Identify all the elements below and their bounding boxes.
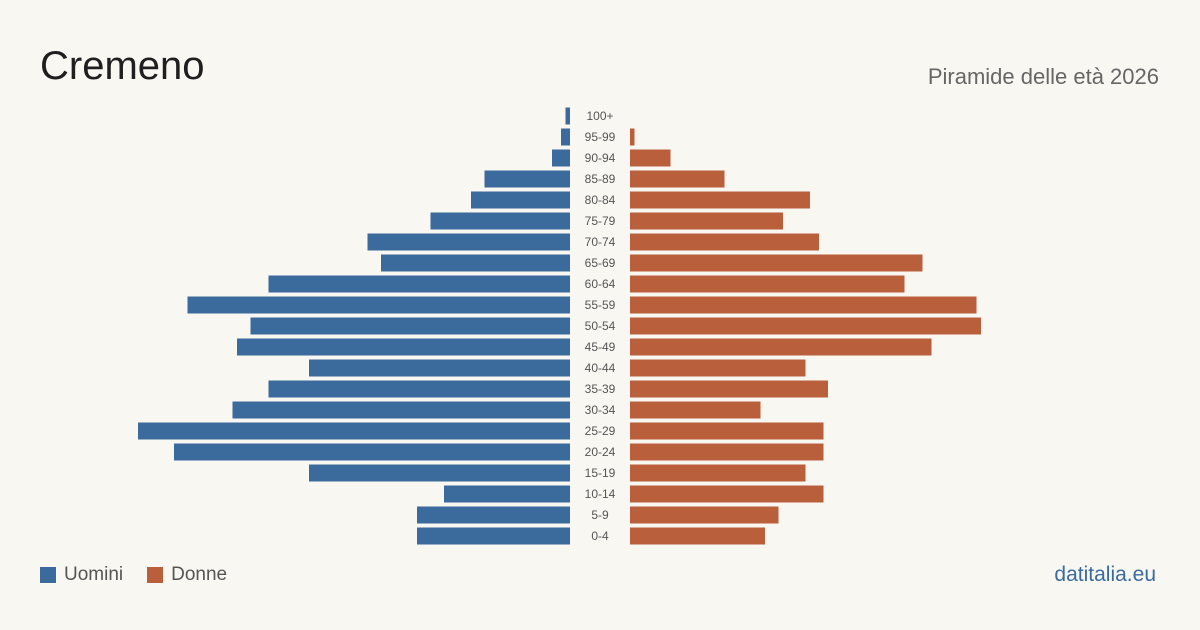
bar-men-20-24 xyxy=(174,443,570,461)
bar-men-60-64 xyxy=(268,275,570,293)
bar-men-45-49 xyxy=(237,338,570,356)
age-tick-label: 90-94 xyxy=(585,151,616,165)
bar-men-80-84 xyxy=(471,191,570,209)
bar-men-10-14 xyxy=(444,485,570,503)
bar-women-35-39 xyxy=(630,380,828,398)
age-tick-label: 50-54 xyxy=(585,319,616,333)
legend-label-men: Uomini xyxy=(64,564,124,585)
bar-women-40-44 xyxy=(630,359,806,377)
age-tick-label: 95-99 xyxy=(585,130,616,144)
bar-men-35-39 xyxy=(268,380,570,398)
bar-women-60-64 xyxy=(630,275,905,293)
bar-women-55-59 xyxy=(630,296,977,314)
age-tick-label: 55-59 xyxy=(585,298,616,312)
bar-women-95-99 xyxy=(630,128,635,146)
bar-men-100+ xyxy=(565,107,570,125)
age-tick-label: 60-64 xyxy=(585,277,616,291)
bar-men-90-94 xyxy=(552,149,570,167)
age-tick-label: 65-69 xyxy=(585,256,616,270)
age-tick-label: 80-84 xyxy=(585,193,616,207)
bar-men-40-44 xyxy=(309,359,570,377)
bar-men-65-69 xyxy=(381,254,570,272)
bar-men-85-89 xyxy=(484,170,570,188)
chart-subtitle: Piramide delle età 2026 xyxy=(927,64,1159,89)
age-tick-label: 20-24 xyxy=(585,445,616,459)
legend-item-women: Donne xyxy=(147,564,227,586)
bar-men-25-29 xyxy=(138,422,570,440)
brand-link[interactable]: datitalia.eu xyxy=(1054,563,1156,586)
bar-women-0-4 xyxy=(630,527,765,545)
bar-women-20-24 xyxy=(630,443,824,461)
legend-label-women: Donne xyxy=(171,564,228,585)
bar-women-85-89 xyxy=(630,170,725,188)
bar-men-75-79 xyxy=(430,212,570,230)
bar-women-45-49 xyxy=(630,338,932,356)
bar-women-80-84 xyxy=(630,191,810,209)
bar-men-0-4 xyxy=(417,527,570,545)
bar-women-5-9 xyxy=(630,506,779,524)
bar-women-15-19 xyxy=(630,464,806,482)
age-tick-label: 25-29 xyxy=(585,424,616,438)
age-tick-label: 45-49 xyxy=(585,340,616,354)
bar-women-10-14 xyxy=(630,485,824,503)
age-tick-label: 85-89 xyxy=(585,172,616,186)
bar-women-30-34 xyxy=(630,401,761,419)
bar-men-70-74 xyxy=(367,233,570,251)
bar-men-55-59 xyxy=(187,296,570,314)
legend-swatch-men xyxy=(40,567,56,583)
bar-women-50-54 xyxy=(630,317,981,335)
age-tick-label: 15-19 xyxy=(585,466,616,480)
bar-women-25-29 xyxy=(630,422,824,440)
age-tick-label: 30-34 xyxy=(585,403,616,417)
age-tick-label: 100+ xyxy=(586,109,613,123)
age-tick-label: 35-39 xyxy=(585,382,616,396)
bar-women-70-74 xyxy=(630,233,819,251)
bar-women-90-94 xyxy=(630,149,671,167)
age-tick-label: 70-74 xyxy=(585,235,616,249)
bar-men-15-19 xyxy=(309,464,570,482)
bar-men-50-54 xyxy=(250,317,570,335)
age-tick-label: 5-9 xyxy=(591,508,609,522)
legend-swatch-women xyxy=(147,567,164,583)
age-tick-label: 0-4 xyxy=(591,529,609,543)
legend-item-men: Uomini xyxy=(40,564,123,586)
bar-women-65-69 xyxy=(630,254,923,272)
bar-men-95-99 xyxy=(561,128,570,146)
age-tick-label: 40-44 xyxy=(585,361,616,375)
chart-title: Cremeno xyxy=(40,44,205,88)
age-tick-label: 10-14 xyxy=(585,487,616,501)
bar-men-5-9 xyxy=(417,506,570,524)
bar-women-75-79 xyxy=(630,212,783,230)
legend: Uomini Donne xyxy=(40,564,251,586)
age-tick-label: 75-79 xyxy=(585,214,616,228)
bar-men-30-34 xyxy=(232,401,570,419)
